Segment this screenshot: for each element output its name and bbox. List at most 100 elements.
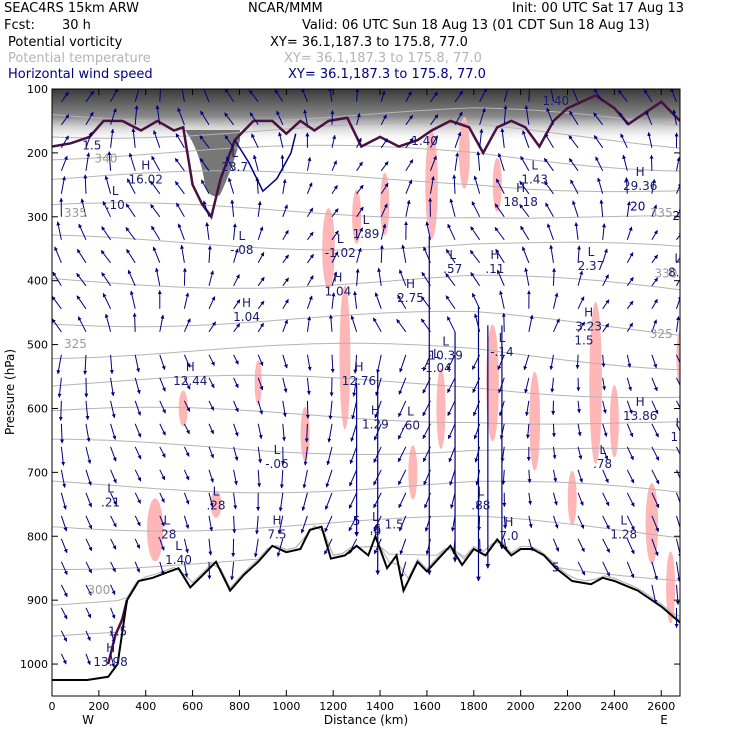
wind-vector <box>429 175 435 194</box>
theta-contour-line <box>52 515 680 539</box>
wind-vector <box>527 469 532 484</box>
wind-vector <box>324 515 333 533</box>
x-tick-label: 400 <box>135 700 156 713</box>
wind-vector <box>593 112 604 126</box>
theta-contour-line <box>52 170 680 193</box>
wind-vector <box>331 251 339 264</box>
pink-shaded-region <box>254 360 262 406</box>
wind-vector <box>233 400 239 413</box>
y-tick-label: 800 <box>27 530 48 543</box>
wind-vector <box>602 423 608 437</box>
wind-vector <box>355 89 360 102</box>
wind-vector <box>110 630 116 644</box>
wind-vector <box>233 274 240 287</box>
pink-shaded-region <box>645 482 659 564</box>
wind-vector <box>331 292 336 309</box>
wind-vector <box>60 561 68 576</box>
extremum-marker: H.11 <box>485 248 504 276</box>
wind-vector <box>552 492 558 506</box>
extremum-value: 2.37 <box>578 259 605 273</box>
wind-vector <box>85 538 93 552</box>
fcst-label: Fcst: <box>4 18 35 33</box>
contour-label: 300 <box>87 583 110 597</box>
contour-label: 325 <box>650 327 673 341</box>
extremum-value: -.08 <box>230 243 253 257</box>
extremum-marker: H2.75 <box>397 277 424 305</box>
wind-vector <box>375 377 382 397</box>
wind-vector <box>85 492 93 508</box>
pink-shading-layer <box>147 116 680 624</box>
wind-vector <box>282 204 288 217</box>
wind-vector <box>274 89 284 103</box>
wind-vector <box>85 400 90 421</box>
org-label: NCAR/MMM <box>248 1 323 16</box>
y-tick-label: 100 <box>27 83 48 96</box>
wind-vector <box>159 469 166 481</box>
wind-vector <box>107 151 112 171</box>
wind-vector <box>499 290 505 309</box>
field-name-pv: Potential vorticity <box>8 35 123 50</box>
wind-vector <box>201 89 210 102</box>
extremum-marker: L.78 <box>593 443 612 471</box>
wind-vector <box>494 227 505 241</box>
wind-vector <box>672 109 677 125</box>
contour-label: 5 <box>552 560 560 574</box>
extremum-type: H <box>675 416 684 430</box>
wind-vector <box>85 653 91 666</box>
wind-vector <box>233 446 239 461</box>
wind-vector <box>208 446 214 459</box>
wind-vector <box>575 354 580 370</box>
extremum-marker: L-.08 <box>230 229 253 257</box>
wind-vector <box>233 299 241 310</box>
extremum-type: H <box>584 306 593 320</box>
wind-vector <box>208 469 214 483</box>
wind-vector <box>300 515 308 534</box>
wind-vector <box>60 446 66 466</box>
extremum-marker: H1.04 <box>233 296 260 324</box>
wind-vector <box>570 179 579 195</box>
wind-vector <box>324 492 333 510</box>
wind-vector <box>497 152 505 171</box>
theta-contour-line <box>52 144 680 172</box>
wind-vector <box>159 492 165 503</box>
fcst-value: 30 h <box>62 18 91 33</box>
extremum-value: 12.44 <box>173 374 207 388</box>
wind-vector <box>85 469 92 486</box>
wind-vector <box>134 469 142 482</box>
field-xy-wind: XY= 36.1,187.3 to 175.8, 77.0 <box>288 67 486 82</box>
y-tick-label: 300 <box>27 211 48 224</box>
wind-vector <box>183 377 191 390</box>
wind-vector <box>477 515 482 531</box>
x-tick-label: 1000 <box>272 700 300 713</box>
wind-vector <box>159 89 161 102</box>
wind-vector <box>60 607 68 620</box>
wind-vector <box>304 423 309 443</box>
wind-vector <box>101 272 111 287</box>
extremum-value: 8.4 <box>668 265 687 279</box>
wind-vector <box>454 152 460 171</box>
wind-vector <box>60 469 67 488</box>
wind-vector <box>397 469 407 486</box>
wind-vector <box>104 313 112 332</box>
wind-vector <box>447 423 456 440</box>
wind-vector <box>110 653 116 668</box>
extremum-value: 1.89 <box>353 227 380 241</box>
wind-vector <box>257 276 265 287</box>
wind-vector <box>257 322 265 333</box>
wind-vector <box>134 400 142 416</box>
extremum-value: .57 <box>443 262 462 276</box>
wind-vector <box>278 492 284 512</box>
wind-vector <box>647 131 653 148</box>
wind-vector <box>372 317 382 333</box>
wind-vector <box>374 292 382 309</box>
wind-vector <box>525 400 530 417</box>
extremum-value: 1.29 <box>362 417 389 431</box>
wind-vector <box>306 182 313 194</box>
wind-vector <box>521 246 530 263</box>
wind-vector <box>496 269 505 286</box>
wind-vector <box>52 296 62 310</box>
wind-vector <box>134 89 140 102</box>
wind-vector <box>350 315 358 332</box>
wind-vector <box>127 269 136 286</box>
